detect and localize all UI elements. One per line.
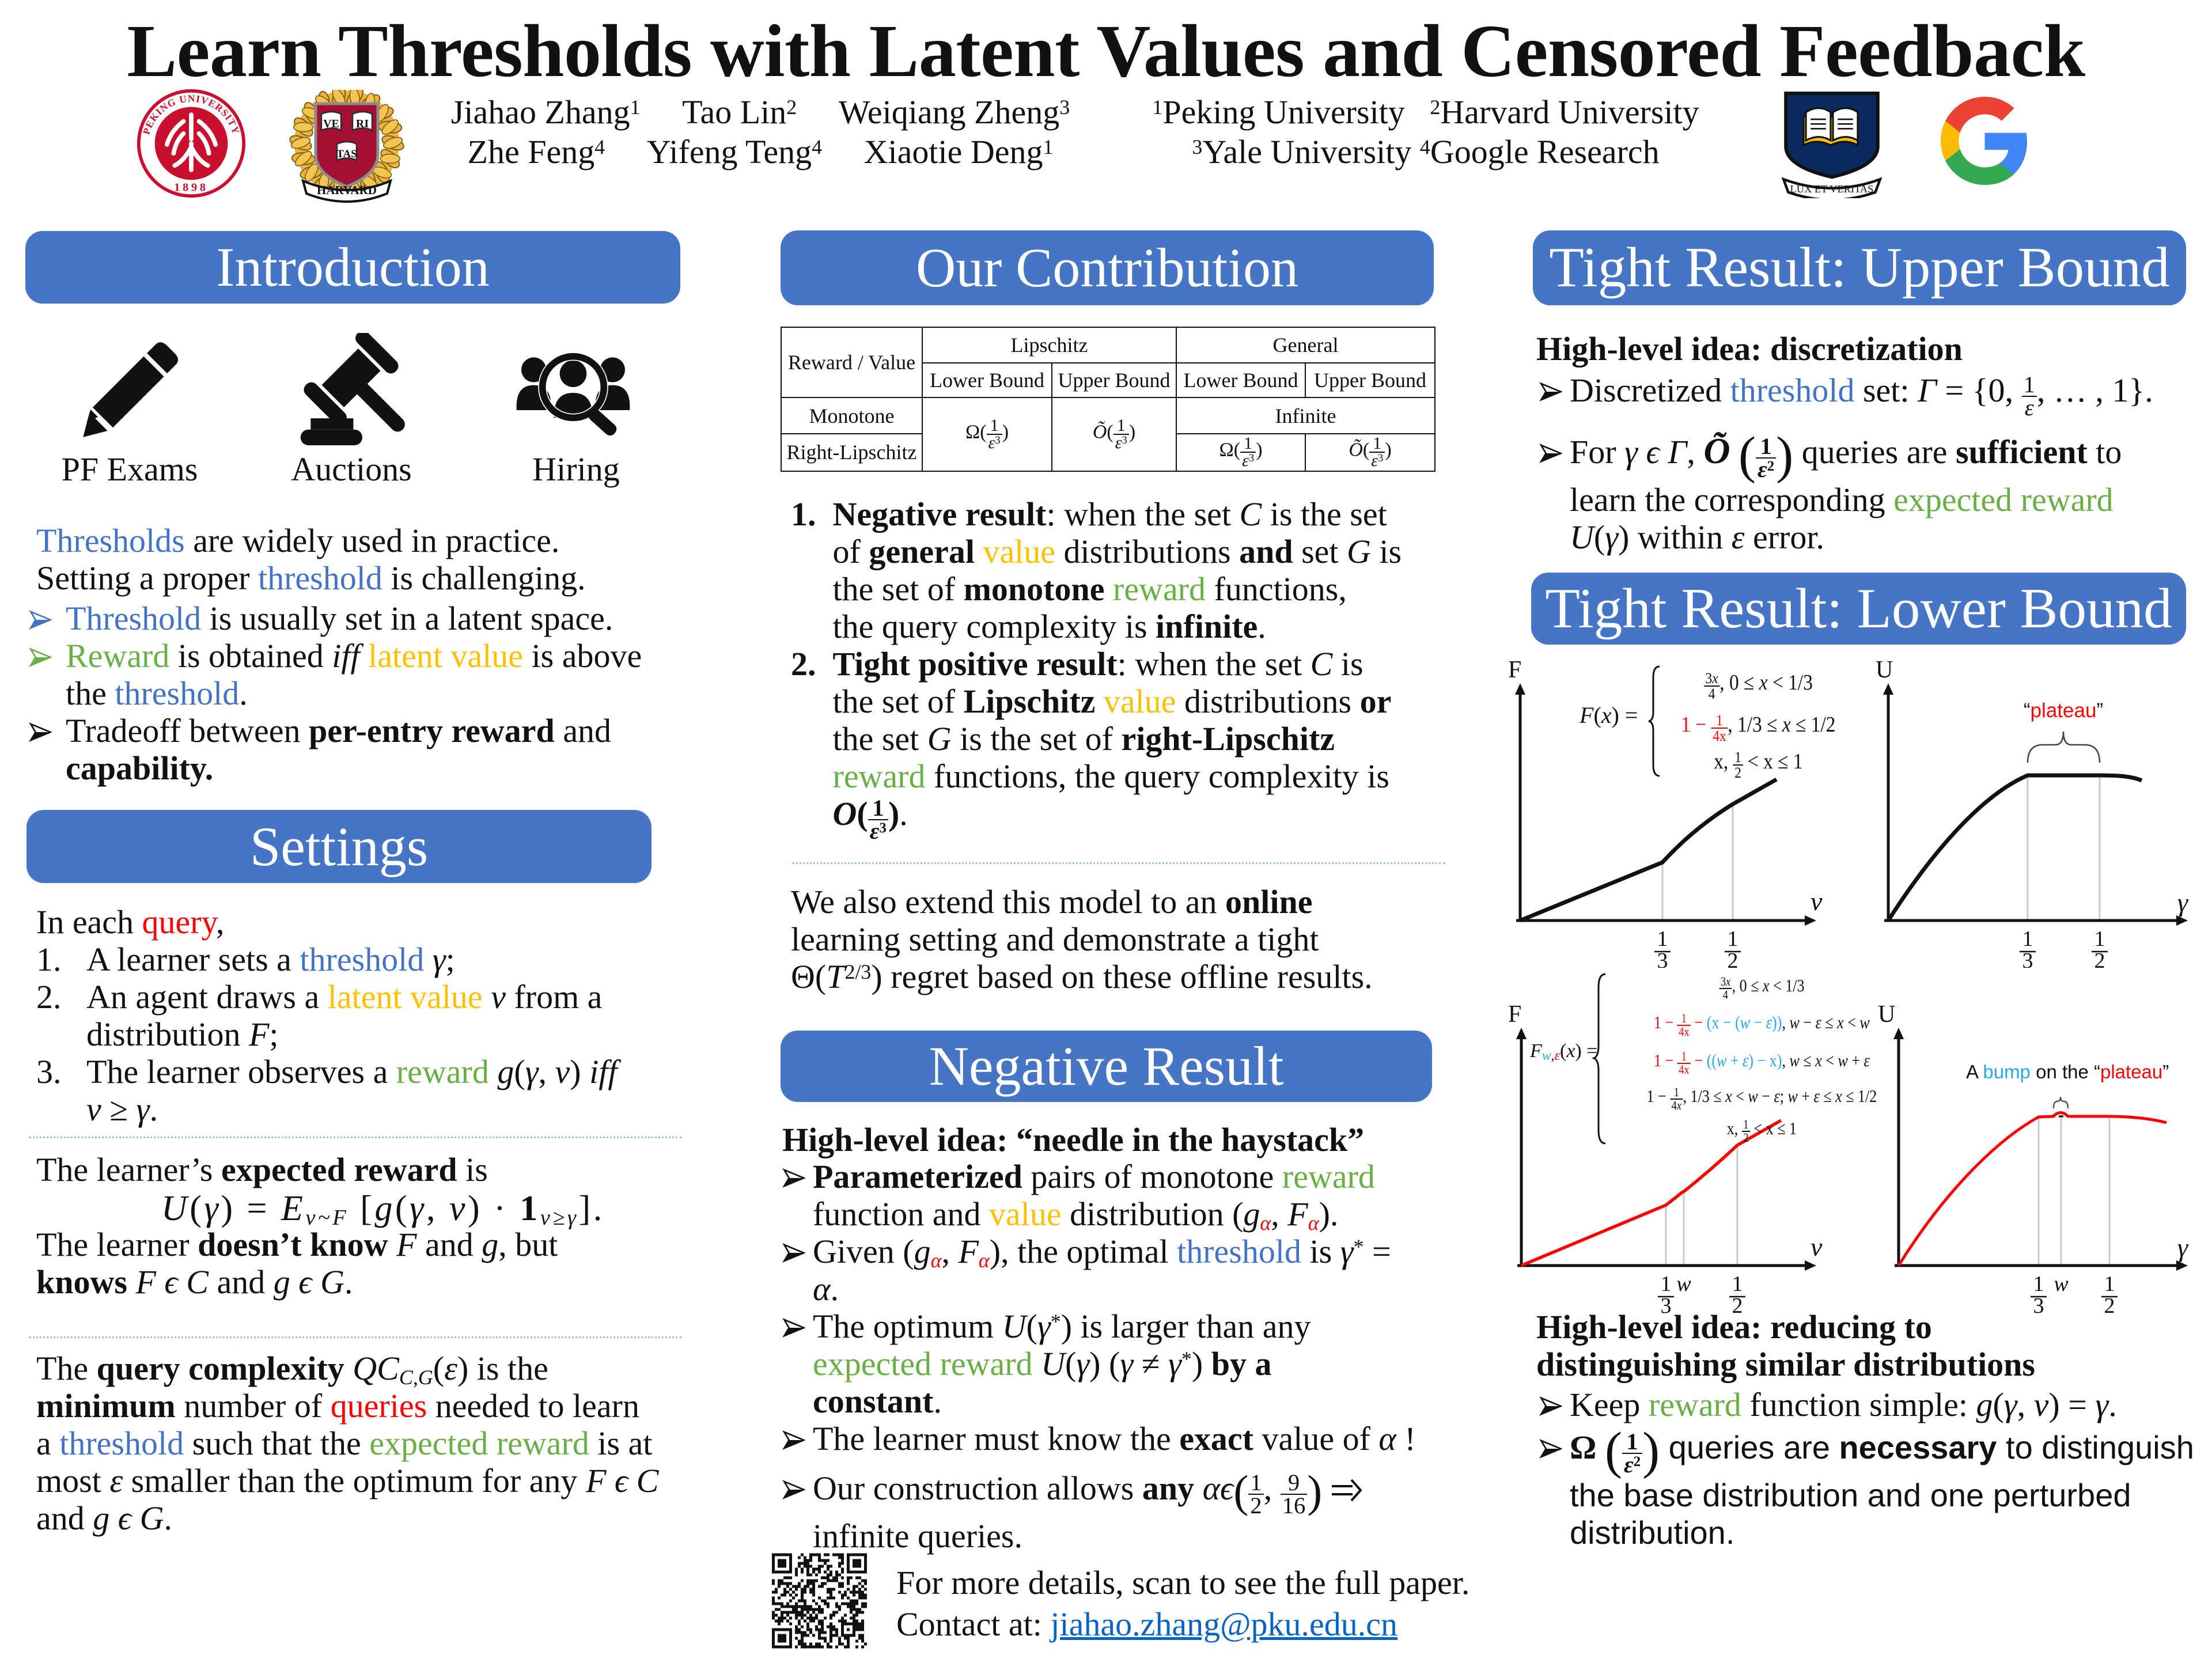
svg-text:3: 3 [1657, 949, 1668, 968]
svg-text:γ: γ [2177, 1233, 2189, 1262]
svg-text:1: 1 [1661, 1272, 1672, 1296]
svg-text:VE: VE [323, 118, 339, 130]
svg-text:RI: RI [356, 118, 369, 130]
svg-text:w: w [1676, 1272, 1691, 1296]
svg-text:1: 1 [1728, 927, 1738, 951]
svg-text:“plateau”: “plateau” [2024, 699, 2103, 722]
svg-text:3: 3 [2022, 949, 2033, 968]
svg-text:w: w [2054, 1272, 2069, 1296]
svg-text:γ: γ [2177, 888, 2189, 917]
svg-text:v: v [1810, 887, 1823, 916]
svg-text:3: 3 [1661, 1294, 1672, 1313]
svg-text:LUX ET VERITAS: LUX ET VERITAS [1790, 183, 1874, 195]
svg-text:U: U [1876, 657, 1893, 683]
svg-text:2: 2 [2094, 949, 2105, 968]
svg-text:2: 2 [2104, 1294, 2115, 1313]
svg-text:1: 1 [1657, 927, 1668, 951]
svg-text:TAS: TAS [336, 148, 357, 160]
svg-text:2: 2 [1728, 949, 1738, 968]
svg-text:2: 2 [1732, 1294, 1743, 1313]
svg-text:F: F [1508, 1002, 1521, 1028]
svg-text:1: 1 [2022, 927, 2033, 951]
svg-text:1: 1 [2033, 1272, 2044, 1296]
svg-text:U: U [1878, 1002, 1895, 1028]
svg-text:1898: 1898 [174, 181, 209, 194]
svg-text:HARVARD: HARVARD [317, 183, 377, 197]
svg-text:1: 1 [2094, 927, 2105, 951]
svg-text:1: 1 [2104, 1272, 2115, 1296]
svg-text:3: 3 [2033, 1294, 2044, 1313]
svg-text:v: v [1810, 1232, 1823, 1262]
svg-text:F: F [1508, 657, 1521, 683]
svg-text:1: 1 [1732, 1272, 1743, 1296]
